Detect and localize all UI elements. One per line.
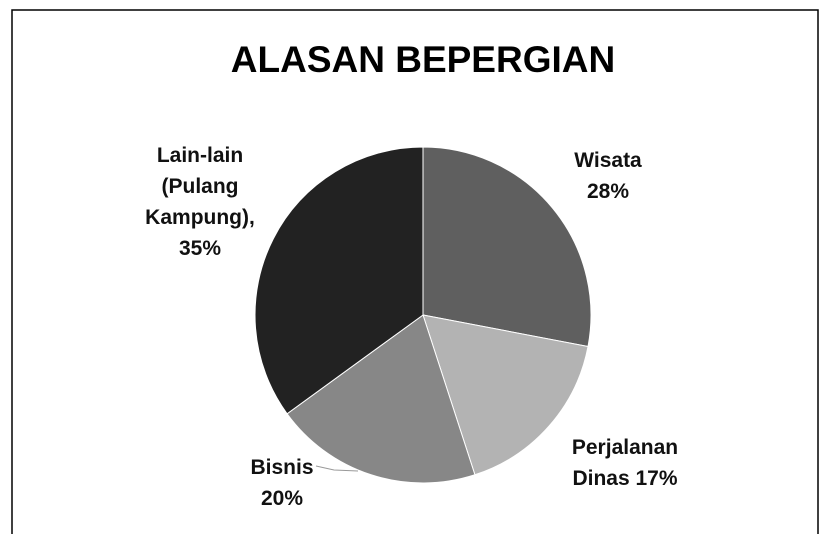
chart-border (11, 9, 819, 534)
category-label: Lain-lain (Pulang Kampung), (145, 144, 255, 229)
data-label: Wisata 28% (568, 145, 648, 207)
data-label: Perjalanan Dinas 17% (560, 432, 690, 494)
data-label: Bisnis 20% (247, 452, 317, 514)
category-label: Bisnis (250, 456, 314, 479)
value-label: 35% (178, 237, 222, 260)
category-label: Perjalanan Dinas (571, 436, 679, 490)
pie-slice (286, 314, 476, 484)
value-label: 17% (635, 467, 678, 490)
pie-slice (422, 146, 592, 348)
chart-title: ALASAN BEPERGIAN (231, 39, 615, 80)
data-label: Lain-lain (Pulang Kampung), 35% (135, 140, 265, 264)
category-label: Wisata (574, 149, 642, 172)
value-label: 28% (586, 180, 630, 203)
leader-line (315, 465, 359, 472)
pie-slice (422, 314, 589, 476)
pie-slice (254, 146, 424, 415)
value-label: 20% (260, 487, 304, 510)
